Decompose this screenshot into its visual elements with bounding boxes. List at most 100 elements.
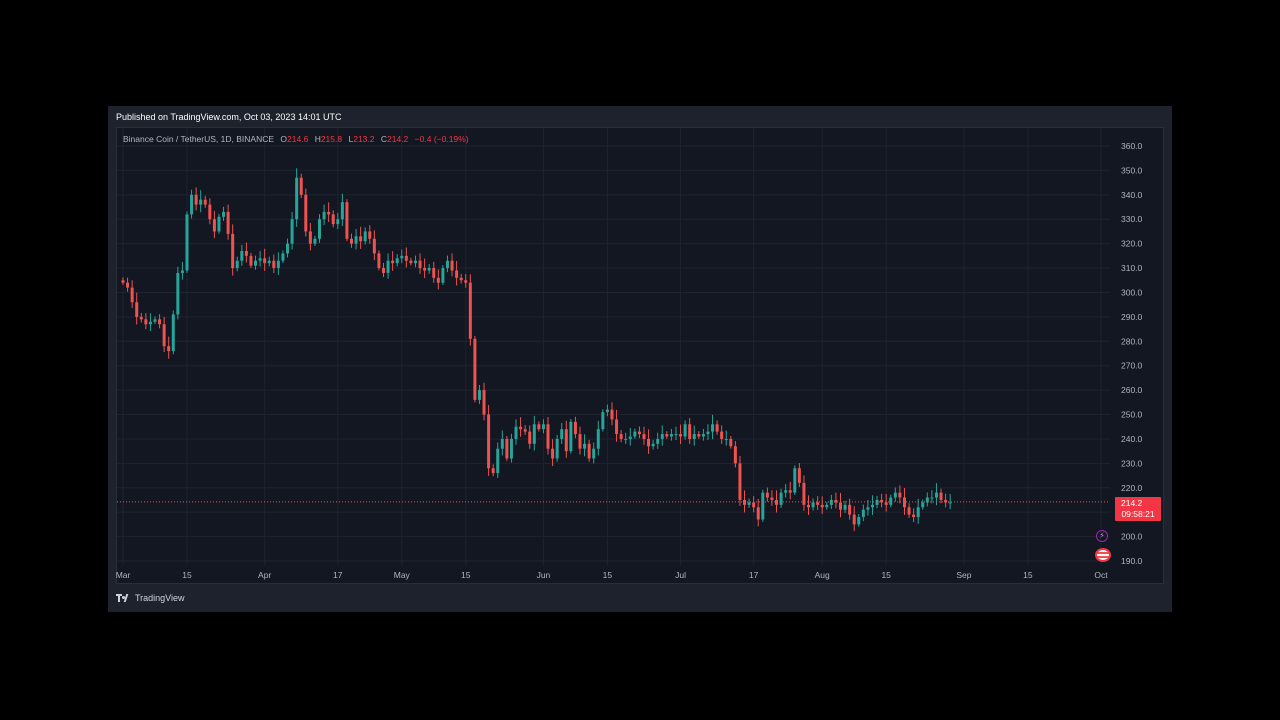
candle-body <box>450 260 454 271</box>
candle-body <box>464 280 468 283</box>
x-tick-label: Apr <box>258 570 271 580</box>
candle-body <box>180 270 184 273</box>
candle-body <box>381 268 385 273</box>
candle-body <box>491 468 495 474</box>
x-tick-label: 17 <box>749 570 759 580</box>
y-tick-label: 310.0 <box>1121 263 1143 273</box>
legend-close-label: C <box>380 134 388 144</box>
candle-body <box>368 231 372 239</box>
candle-body <box>400 255 404 259</box>
tradingview-logo-icon <box>116 594 131 602</box>
candle-body <box>386 260 390 273</box>
y-tick-label: 280.0 <box>1121 336 1143 346</box>
candle-body <box>235 260 239 269</box>
chart-panel[interactable]: 360.0 350.0 340.0 330.0 320.0 310.0 300.0 290.0… <box>116 127 1164 584</box>
candle-body <box>372 238 376 254</box>
candle-body <box>692 434 696 439</box>
candle-body <box>770 497 774 500</box>
candle-body <box>633 431 637 437</box>
candle-body <box>802 482 806 505</box>
candle-body <box>811 502 815 508</box>
candle-body <box>898 492 902 498</box>
candle-body <box>848 504 852 515</box>
candle-body <box>674 434 678 436</box>
x-tick-label: Oct <box>1094 570 1108 580</box>
candle-body <box>788 490 792 493</box>
candle-body <box>185 214 189 271</box>
candle-body <box>884 502 888 505</box>
candle-body <box>916 507 920 518</box>
candle-body <box>715 424 719 432</box>
y-tick-label: 290.0 <box>1121 312 1143 322</box>
candle-body <box>377 253 381 269</box>
candle-body <box>290 219 294 244</box>
y-axis: 360.0 350.0 340.0 330.0 320.0 310.0 300.0 290.0… <box>1121 141 1143 566</box>
legend-open-label: O <box>280 134 288 144</box>
candle-body <box>724 438 728 440</box>
lightning-icon[interactable]: ⚡ <box>1096 530 1108 542</box>
candle-body <box>560 429 564 439</box>
candle-body <box>816 502 820 505</box>
candle-body <box>592 448 596 459</box>
candle-body <box>619 434 623 439</box>
y-tick-label: 340.0 <box>1121 190 1143 200</box>
candle-body <box>697 434 701 437</box>
candle-body <box>532 424 536 444</box>
candle-body <box>706 431 710 435</box>
candle-body <box>272 260 276 269</box>
candle-body <box>660 434 664 439</box>
candle-body <box>354 236 358 244</box>
y-tick-label: 190.0 <box>1121 556 1143 566</box>
legend-open-value: 214.6 <box>287 134 309 144</box>
candle-body <box>199 199 203 205</box>
candle-body <box>583 443 587 449</box>
candle-body <box>907 507 911 515</box>
candle-body <box>902 497 906 508</box>
candle-body <box>468 282 472 339</box>
candle-body <box>615 419 619 435</box>
candle-body <box>308 231 312 244</box>
candle-body <box>930 497 934 499</box>
candle-body <box>825 504 829 508</box>
candle-body <box>934 492 938 498</box>
candle-body <box>363 231 367 242</box>
candle-body <box>793 468 797 493</box>
candle-body <box>395 258 399 264</box>
candle-body <box>473 338 477 400</box>
price-tag-value: 214.2 <box>1121 498 1143 508</box>
candle-body <box>299 177 303 195</box>
candle-body <box>605 409 609 413</box>
candle-body <box>487 414 491 469</box>
candle-body <box>212 219 216 232</box>
x-tick-label: 15 <box>881 570 891 580</box>
candle-body <box>541 424 545 430</box>
candle-body <box>322 211 326 220</box>
us-flag-icon[interactable] <box>1095 548 1111 562</box>
candle-body <box>519 426 523 430</box>
candle-body <box>765 492 769 498</box>
candle-body <box>505 438 509 459</box>
candle-body <box>587 443 591 459</box>
candle-body <box>130 287 134 303</box>
legend-change-value: −0.4 (−0.19%) <box>414 134 469 144</box>
candle-body <box>276 260 280 269</box>
candlestick-chart[interactable]: 360.0 350.0 340.0 330.0 320.0 310.0 300.0 290.0… <box>116 128 1163 583</box>
candle-body <box>779 492 783 505</box>
candle-body <box>944 499 948 503</box>
candle-body <box>496 448 500 474</box>
candle-body <box>313 238 317 244</box>
candle-body <box>551 448 555 459</box>
candle-body <box>528 431 532 444</box>
candle-body <box>733 446 737 464</box>
candle-body <box>820 504 824 508</box>
price-tag-countdown: 09:58:21 <box>1121 509 1155 519</box>
candle-body <box>139 316 143 320</box>
candle-body <box>720 431 724 439</box>
candle-body <box>797 468 801 483</box>
candle-body <box>477 390 481 400</box>
candle-body <box>861 509 865 518</box>
legend-high-label: H <box>314 134 321 144</box>
candle-body <box>564 429 568 452</box>
candle-body <box>418 260 422 269</box>
candle-body <box>514 426 518 439</box>
